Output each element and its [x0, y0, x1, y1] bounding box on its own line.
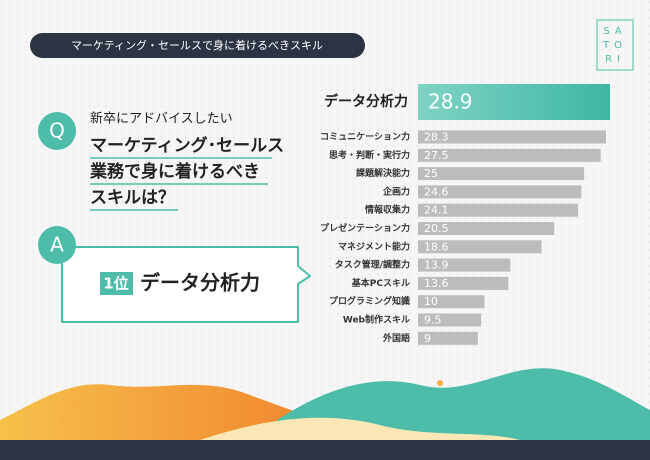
value-label: 13.6	[424, 277, 449, 290]
q-circle	[38, 112, 76, 150]
answer-text: データ分析力	[140, 271, 260, 295]
category-label: 情報収集力	[364, 204, 410, 216]
value-label: 10	[424, 295, 438, 308]
bar	[418, 295, 485, 309]
dot-deco	[437, 380, 443, 386]
wave-cream	[200, 417, 520, 440]
bar	[418, 222, 555, 235]
a-mark: A	[50, 233, 64, 257]
category-label: Web制作スキル	[343, 314, 410, 326]
logo-box	[596, 19, 634, 71]
value-label: 28.9	[428, 90, 473, 114]
dot-deco	[70, 400, 80, 410]
category-label: 企画力	[382, 185, 410, 197]
q-line: スキルは？	[90, 188, 175, 208]
bar	[418, 185, 582, 199]
category-label: プレゼンテーション力	[320, 222, 410, 234]
category-label: 外国語	[382, 332, 410, 344]
q-line: 業務で身に着けるべき	[90, 161, 260, 182]
category-label: プログラミング知識	[329, 295, 410, 307]
header-title: マーケティング・セールスで身に着けるべきスキル	[71, 38, 323, 52]
q-line: マーケティング･セールス	[90, 135, 284, 156]
dot-deco	[60, 415, 66, 421]
value-label: 18.6	[424, 240, 449, 253]
value-label: 25	[424, 167, 438, 180]
bar	[418, 276, 509, 290]
bar	[418, 313, 482, 327]
category-label: 基本PCスキル	[351, 277, 410, 289]
value-label: 9	[424, 332, 431, 345]
footer-strip	[0, 440, 650, 460]
value-label: 28.3	[424, 131, 449, 144]
q-lead: 新卒にアドバイスしたい	[90, 111, 233, 127]
rank: 1位	[103, 275, 128, 293]
rank-badge	[100, 272, 133, 295]
logo-text: TO	[602, 40, 627, 51]
category-label: データ分析力	[324, 93, 408, 110]
bar-chart: データ分析力 28.9 コミュニケーション力 28.3 思考・判断・実行力 27.5 課題解…	[320, 84, 610, 345]
logo-text: SA	[603, 26, 626, 37]
value-label: 13.9	[424, 259, 449, 272]
category-label: マネジメント能力	[338, 240, 410, 252]
bar	[418, 331, 478, 345]
header-pill	[30, 33, 365, 58]
value-label: 24.1	[424, 204, 449, 217]
logo-text: RI	[605, 54, 625, 65]
bar	[418, 84, 610, 120]
category-label: タスク管理/調整力	[335, 259, 410, 271]
bar	[418, 167, 585, 181]
q-mark: Q	[49, 119, 65, 143]
value-label: 9.5	[424, 314, 442, 327]
value-label: 24.6	[424, 185, 449, 198]
bar	[418, 130, 607, 144]
bar	[418, 258, 511, 272]
category-label: コミュニケーション力	[320, 131, 410, 143]
answer-bubble	[61, 246, 311, 323]
a-circle	[38, 226, 76, 264]
bar	[418, 240, 542, 254]
category-label: 思考・判断・実行力	[329, 149, 410, 161]
value-label: 20.5	[424, 222, 449, 235]
bar	[418, 148, 601, 162]
value-label: 27.5	[424, 149, 449, 162]
bar	[418, 203, 579, 217]
category-label: 課題解決能力	[356, 167, 410, 179]
